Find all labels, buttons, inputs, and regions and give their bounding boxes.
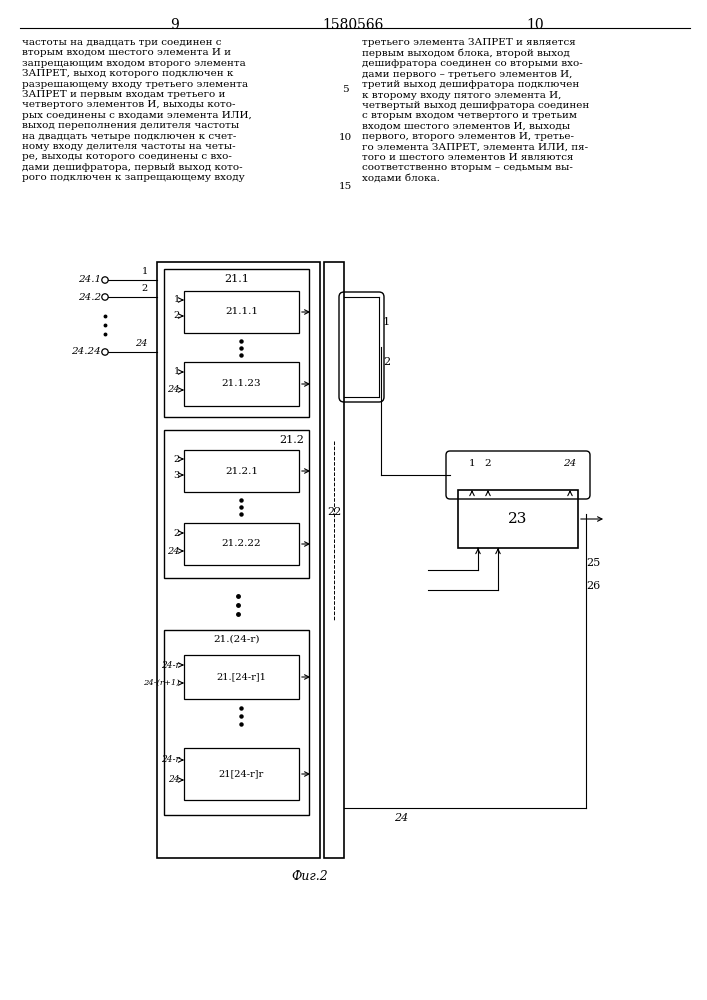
Bar (184, 748, 299, 800)
Text: 24: 24 (168, 385, 180, 394)
Bar (164, 430, 309, 578)
Text: третьего элемента ЗАПРЕТ и является
первым выходом блока, второй выход
дешифрато: третьего элемента ЗАПРЕТ и является перв… (362, 38, 589, 183)
Bar (164, 630, 309, 815)
Text: 21.1: 21.1 (224, 274, 249, 284)
Text: 3: 3 (174, 471, 180, 480)
Text: 2: 2 (174, 454, 180, 464)
Text: 2: 2 (141, 284, 148, 293)
Text: 24: 24 (168, 776, 180, 784)
Bar (184, 523, 299, 565)
Text: 24: 24 (563, 458, 577, 468)
Text: 21.2: 21.2 (279, 435, 304, 445)
Text: 21.2.1: 21.2.1 (225, 466, 258, 476)
Text: 21[24-r]r: 21[24-r]r (219, 770, 264, 778)
Bar (184, 655, 299, 699)
Text: 1580566: 1580566 (322, 18, 384, 32)
Text: 24-r: 24-r (161, 756, 180, 764)
Text: 2: 2 (174, 312, 180, 320)
Text: 26: 26 (586, 581, 600, 591)
Text: 24.24: 24.24 (71, 348, 101, 357)
Bar (184, 291, 299, 333)
Text: 2: 2 (174, 528, 180, 538)
Text: частоты на двадцать три соединен с
вторым входом шестого элемента И и
запрещающи: частоты на двадцать три соединен с вторы… (22, 38, 252, 182)
Text: 24: 24 (394, 813, 408, 823)
Text: 24-r: 24-r (161, 660, 180, 670)
Text: 9: 9 (170, 18, 180, 32)
Text: 23: 23 (508, 512, 527, 526)
Bar (324, 262, 344, 858)
Text: 21.2.22: 21.2.22 (222, 540, 262, 548)
Text: 24: 24 (168, 546, 180, 556)
Text: 24.2: 24.2 (78, 292, 101, 302)
Text: 10: 10 (526, 18, 544, 32)
Bar (164, 269, 309, 417)
Text: 24: 24 (136, 339, 148, 348)
Bar (184, 362, 299, 406)
Text: 10: 10 (339, 133, 351, 142)
Text: 1: 1 (141, 267, 148, 276)
Text: 15: 15 (339, 182, 351, 191)
Text: 21.[24-r]1: 21.[24-r]1 (216, 672, 267, 682)
Text: 1: 1 (383, 317, 390, 327)
Text: 24.1: 24.1 (78, 275, 101, 284)
Text: 2: 2 (383, 357, 390, 367)
Bar (184, 450, 299, 492)
Text: Фиг.2: Фиг.2 (291, 870, 328, 883)
Text: 22: 22 (327, 507, 341, 517)
Text: 2: 2 (485, 458, 491, 468)
Bar (157, 262, 320, 858)
Bar (458, 490, 578, 548)
Text: 1: 1 (174, 367, 180, 376)
Text: 21.(24-r): 21.(24-r) (214, 635, 259, 644)
Text: 5: 5 (341, 85, 349, 94)
Text: 24-(r+1): 24-(r+1) (144, 679, 180, 687)
Text: 21.1.1: 21.1.1 (225, 308, 258, 316)
Text: 1: 1 (469, 458, 475, 468)
Text: 1: 1 (174, 296, 180, 304)
Text: 25: 25 (586, 558, 600, 568)
Text: 21.1.23: 21.1.23 (222, 379, 262, 388)
